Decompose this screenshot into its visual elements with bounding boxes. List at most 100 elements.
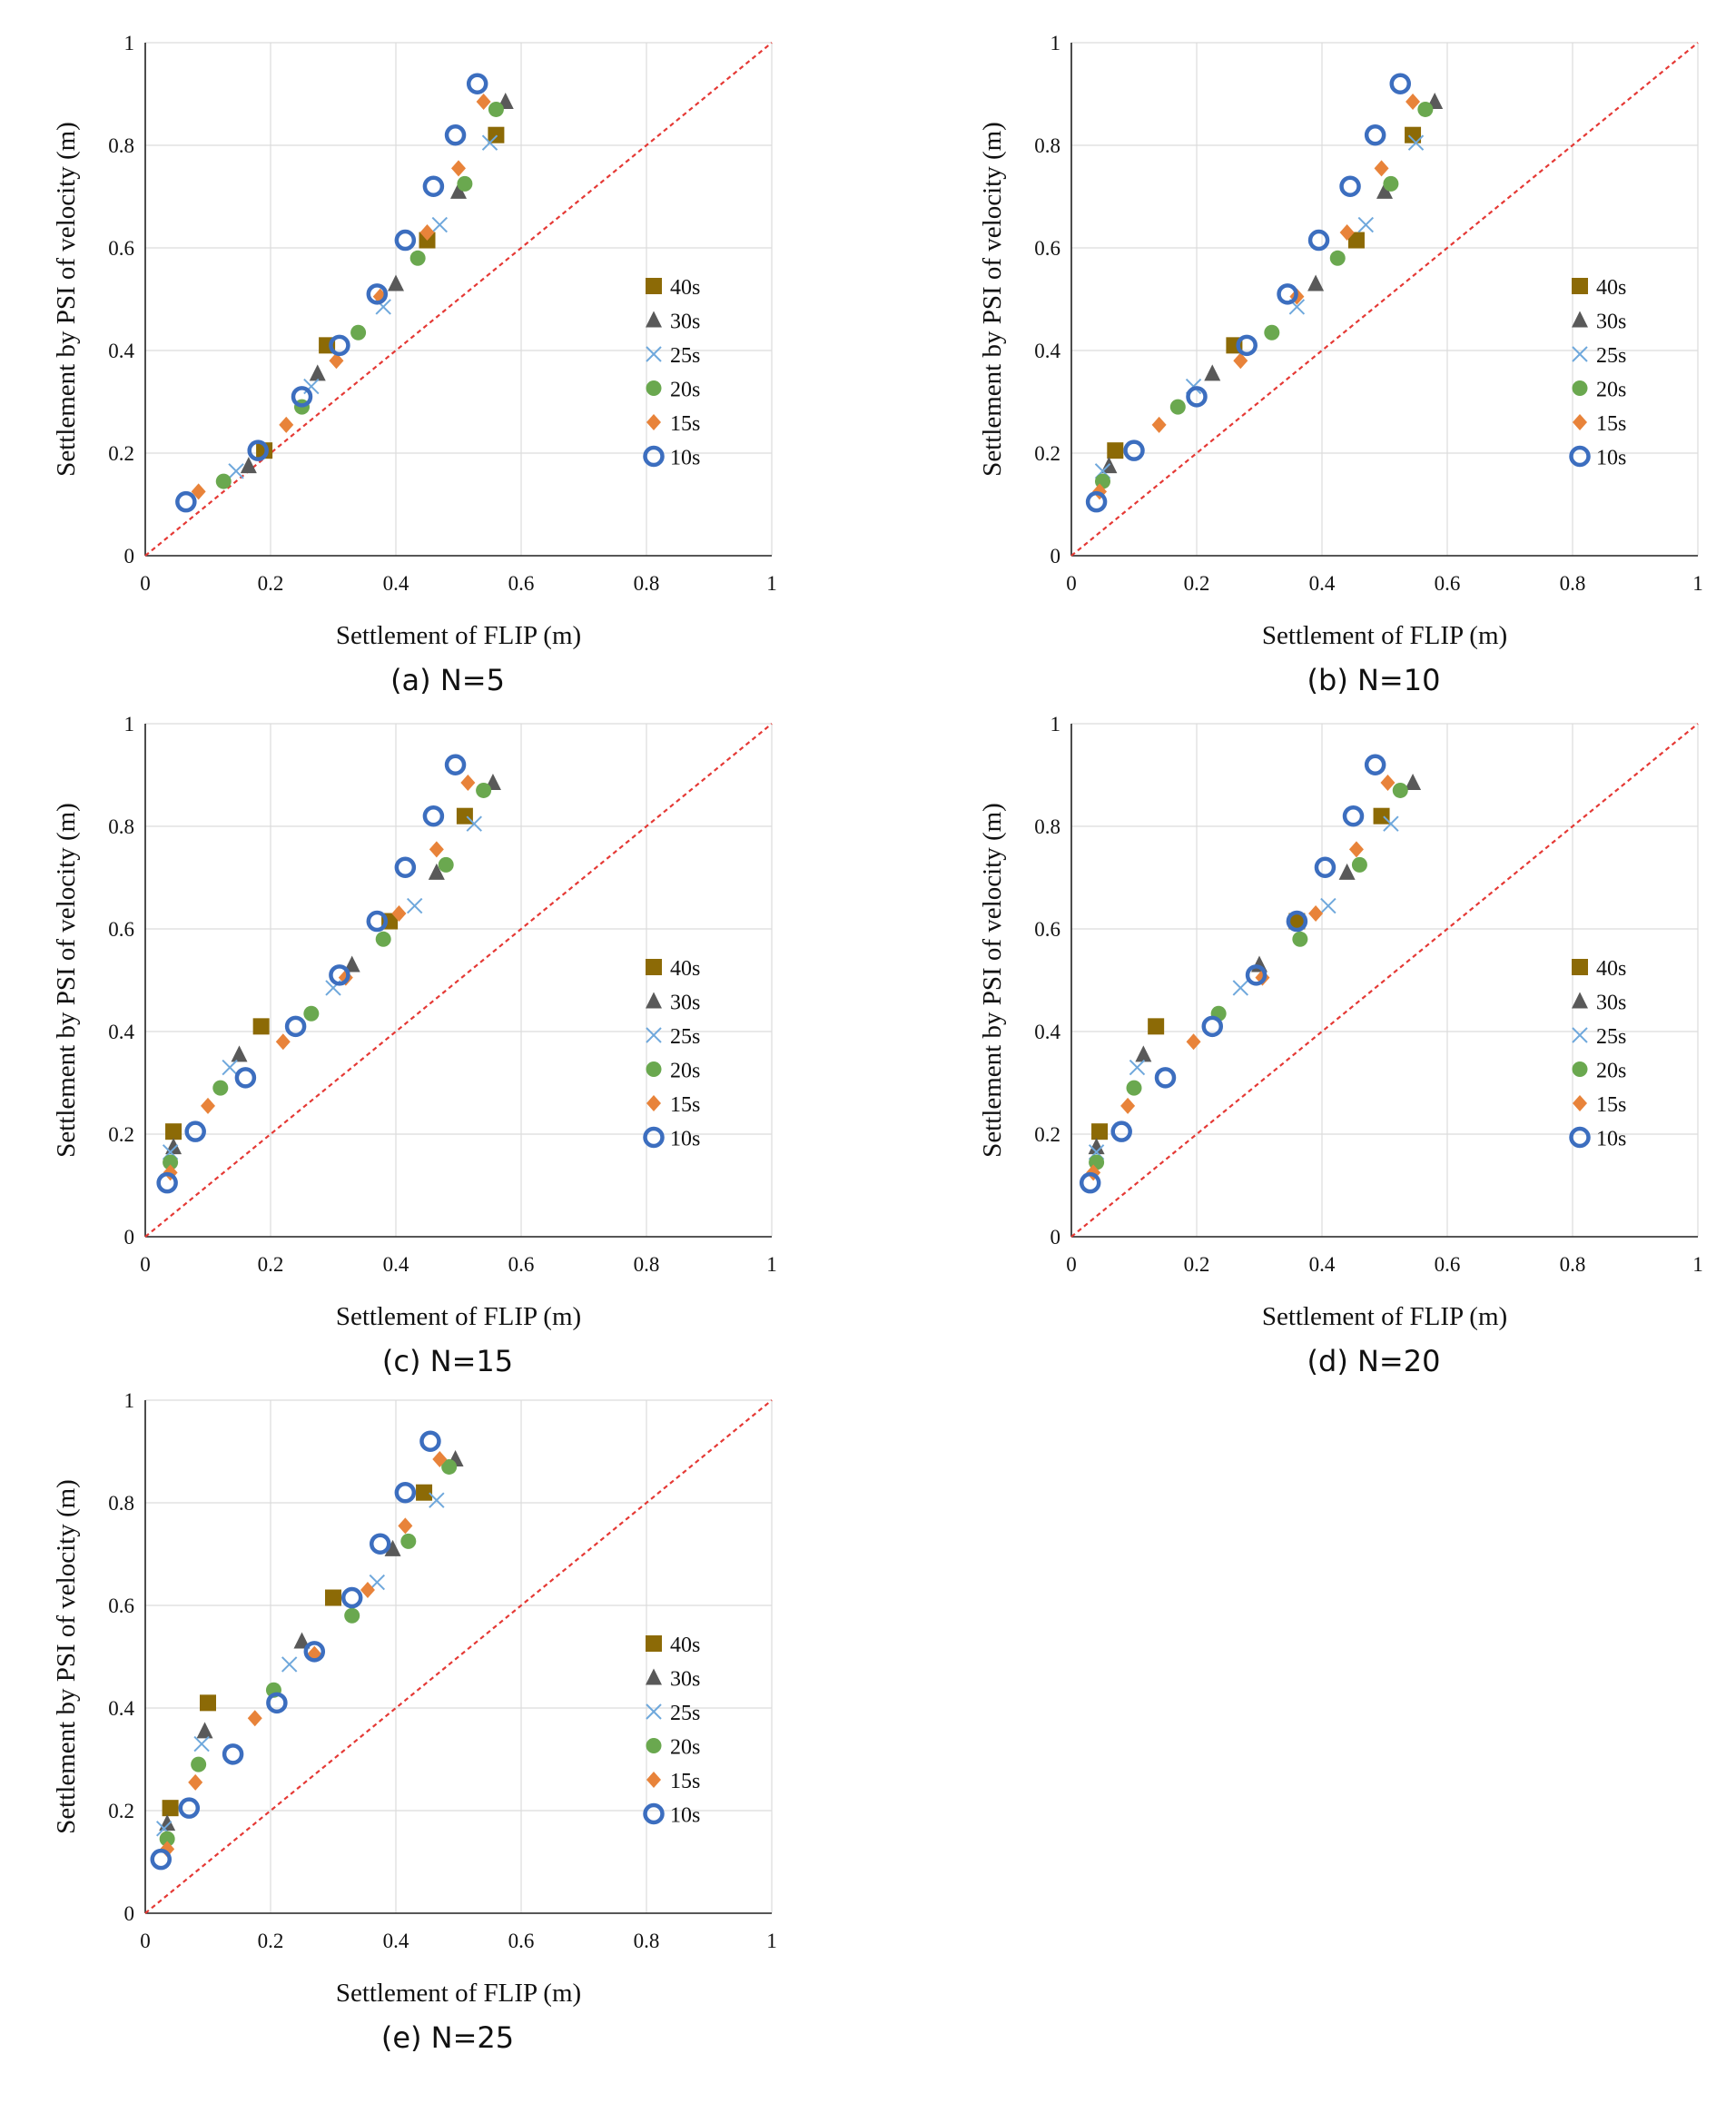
legend-marker-10s <box>1569 1126 1591 1149</box>
data-point <box>1351 856 1367 873</box>
y-axis-label: Settlement by PSI of velocity (m) <box>52 803 81 1158</box>
legend-label-15s: 15s <box>670 1093 700 1117</box>
series-25s <box>1088 815 1399 1160</box>
legend-marker-40s <box>1572 278 1588 294</box>
reference-line <box>144 723 773 1238</box>
legend-label-10s: 10s <box>1596 447 1626 470</box>
series-30s <box>165 773 501 1155</box>
data-point <box>228 463 244 479</box>
legend-marker-15s <box>646 414 661 430</box>
x-tick-label: 0.8 <box>1560 1253 1586 1276</box>
chart-panel-c: 0 0.2 0.4 0.6 0.8 1 0 0.2 0.4 0.6 0.8 1 Settlement o… <box>27 704 808 1378</box>
data-point <box>1407 134 1425 151</box>
legend-label-30s: 30s <box>670 992 700 1015</box>
data-point <box>247 439 269 461</box>
data-point <box>1232 980 1249 996</box>
data-point <box>398 1517 413 1535</box>
data-point <box>309 364 326 381</box>
data-point <box>200 1694 216 1712</box>
data-point <box>429 841 444 858</box>
x-tick-label: 0.8 <box>634 1930 660 1952</box>
legend-marker-10s <box>643 1802 665 1825</box>
data-point <box>1329 250 1346 266</box>
series-40s <box>162 1484 433 1817</box>
data-point <box>481 134 498 151</box>
scatter-chart-a: 0 0.2 0.4 0.6 0.8 1 0 0.2 0.4 0.6 0.8 1 Settlement o… <box>52 32 777 650</box>
data-point <box>1107 442 1124 459</box>
data-point <box>231 1045 248 1062</box>
legend-marker-15s <box>646 1095 661 1111</box>
data-point <box>1383 175 1399 192</box>
data-point <box>1186 386 1208 408</box>
data-point <box>444 123 467 146</box>
data-point <box>1085 490 1108 513</box>
data-point <box>488 101 504 117</box>
series-20s <box>163 782 492 1170</box>
y-tick-label: 0 <box>124 1226 135 1249</box>
data-point <box>1339 224 1355 242</box>
scatter-chart-b: 0 0.2 0.4 0.6 0.8 1 0 0.2 0.4 0.6 0.8 1 Settlement o… <box>978 32 1703 650</box>
y-tick-label: 0.4 <box>1034 1021 1060 1043</box>
data-point <box>329 964 350 986</box>
y-tick-label: 1 <box>124 32 135 54</box>
data-point <box>1091 1123 1109 1140</box>
data-point <box>394 1481 417 1504</box>
legend-label-25s: 25s <box>670 1025 700 1049</box>
data-point <box>281 1656 298 1673</box>
data-point <box>1079 1171 1101 1194</box>
y-tick-label: 1 <box>124 713 135 736</box>
legend-marker-40s <box>646 278 662 294</box>
data-point <box>1129 1059 1146 1076</box>
y-tick-label: 0 <box>124 1902 135 1925</box>
data-point <box>1380 774 1396 791</box>
data-point <box>1320 897 1337 914</box>
data-point <box>329 352 344 370</box>
x-tick-label: 0.4 <box>383 572 409 595</box>
y-axis-label: Settlement by PSI of velocity (m) <box>52 1479 81 1834</box>
data-point <box>240 457 257 474</box>
x-tick-label: 0 <box>1066 572 1077 595</box>
legend-marker-40s <box>646 959 662 975</box>
data-point <box>1201 1015 1223 1038</box>
data-point <box>307 1645 322 1663</box>
legend-label-15s: 15s <box>1596 412 1626 436</box>
data-point <box>366 910 389 933</box>
data-point <box>1148 1018 1165 1035</box>
data-point <box>394 229 417 252</box>
series-30s <box>240 92 514 474</box>
series-15s <box>1086 774 1396 1181</box>
data-point <box>1233 352 1248 370</box>
chart-panel-d: 0 0.2 0.4 0.6 0.8 1 0 0.2 0.4 0.6 0.8 1 Settlement o… <box>953 704 1734 1378</box>
data-point <box>419 1430 441 1452</box>
data-point <box>163 1154 179 1170</box>
data-point <box>422 175 445 197</box>
data-point <box>370 1533 391 1555</box>
data-point <box>460 774 476 791</box>
y-tick-label: 1 <box>124 1389 135 1412</box>
data-point <box>329 334 350 357</box>
series-20s <box>159 1458 458 1847</box>
data-point <box>360 1582 375 1599</box>
data-point <box>1154 1067 1177 1089</box>
x-tick-label: 0.6 <box>508 1253 535 1276</box>
legend-marker-10s <box>643 1126 665 1149</box>
legend-marker-25s <box>1572 346 1588 362</box>
x-tick-label: 0 <box>1066 1253 1077 1276</box>
legend-label-25s: 25s <box>1596 1025 1626 1049</box>
reference-line <box>1070 42 1699 557</box>
x-tick-label: 1 <box>1692 572 1703 595</box>
data-point <box>1417 101 1434 117</box>
data-point <box>1126 1080 1142 1096</box>
x-axis-label: Settlement of FLIP (m) <box>336 621 581 650</box>
data-point <box>191 1756 207 1772</box>
series-10s <box>175 73 488 513</box>
legend-marker-20s <box>1572 1061 1588 1077</box>
data-point <box>175 490 197 513</box>
legend-label-40s: 40s <box>1596 276 1626 300</box>
data-point <box>416 1484 433 1501</box>
x-tick-label: 0 <box>140 572 151 595</box>
data-point <box>1292 931 1308 947</box>
series-30s <box>159 1449 464 1831</box>
legend-label-20s: 20s <box>1596 379 1626 402</box>
series-30s <box>1088 773 1422 1155</box>
